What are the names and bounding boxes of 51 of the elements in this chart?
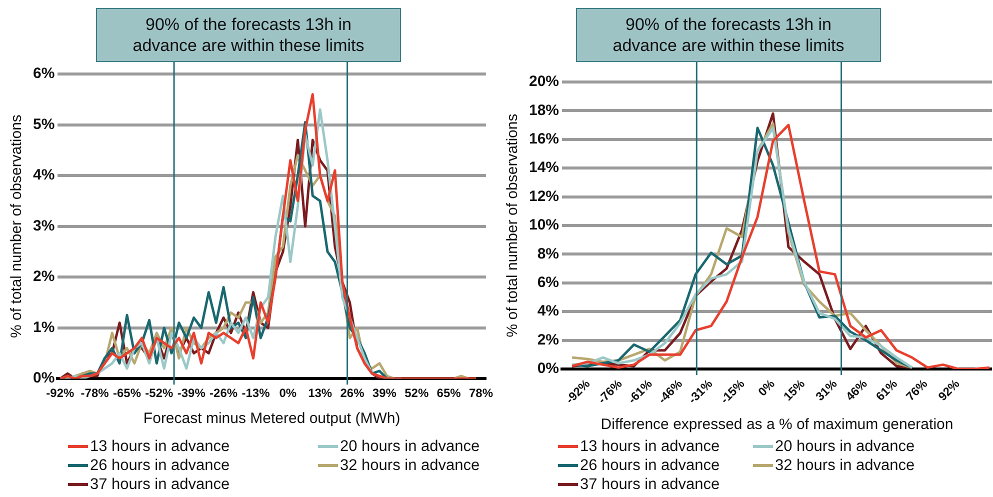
legend-label: 37 hours in advance [90,476,230,494]
legend-label: 37 hours in advance [580,476,720,494]
x-tick-label: 52% [404,386,429,400]
legend-label: 32 hours in advance [775,456,915,474]
chart-title: 90% of the forecasts 13h in advance are within these limits [96,8,401,62]
x-tick-label: 26% [340,386,365,400]
legend-label: 26 hours in advance [90,456,230,474]
x-tick-label: 78% [468,386,494,400]
x-tick-label: -52% [145,386,174,400]
y-tick-label: 8% [537,245,560,262]
y-tick-label: 12% [528,188,560,205]
chart-title: 90% of the forecasts 13h in advance are within these limits [576,8,881,62]
y-tick-label: 14% [528,159,560,176]
y-tick-label: 3% [32,217,55,234]
x-tick-label: 46% [842,376,870,404]
legend-label: 13 hours in advance [90,438,230,456]
legend-label: 26 hours in advance [580,456,720,474]
x-tick-label: -26% [210,386,238,400]
y-tick-label: 4% [32,166,55,184]
x-tick-label: 13% [308,386,332,400]
legend-label: 20 hours in advance [775,438,915,456]
y-tick-label: 5% [32,116,55,133]
y-tick-label: 2% [537,331,560,348]
x-tick-label: 0% [755,376,778,399]
x-tick-label: 0% [279,386,297,400]
y-tick-label: 6% [32,65,55,82]
y-tick-label: 16% [528,130,560,148]
y-tick-label: 0% [537,360,560,378]
x-tick-label: -13% [242,386,270,400]
x-tick-label: 61% [873,376,900,404]
legend-label: 13 hours in advance [580,438,720,456]
y-tick-label: 18% [528,102,560,119]
x-tick-label: -92% [46,386,74,400]
x-axis-title: Difference expressed as a % of maximum generation [600,416,954,434]
x-tick-label: -78% [80,386,110,400]
x-tick-label: -39% [177,386,206,400]
y-tick-label: 10% [528,216,560,234]
y-tick-label: 4% [537,302,560,320]
x-tick-label: 39% [372,386,397,400]
y-tick-label: 6% [537,274,560,292]
y-tick-label: 2% [32,268,55,286]
x-tick-label: 65% [436,386,462,400]
x-tick-label: -65% [112,386,142,400]
y-axis-title: % of total number of observations [504,114,522,338]
legend-label: 32 hours in advance [340,456,480,474]
y-tick-label: 20% [528,73,560,90]
x-tick-label: 76% [903,376,930,404]
y-tick-label: 1% [32,318,55,336]
x-axis-title: Forecast minus Metered output (MWh) [143,410,400,428]
legend-label: 20 hours in advance [340,438,480,456]
y-axis-title: % of total number of observations [8,114,26,338]
